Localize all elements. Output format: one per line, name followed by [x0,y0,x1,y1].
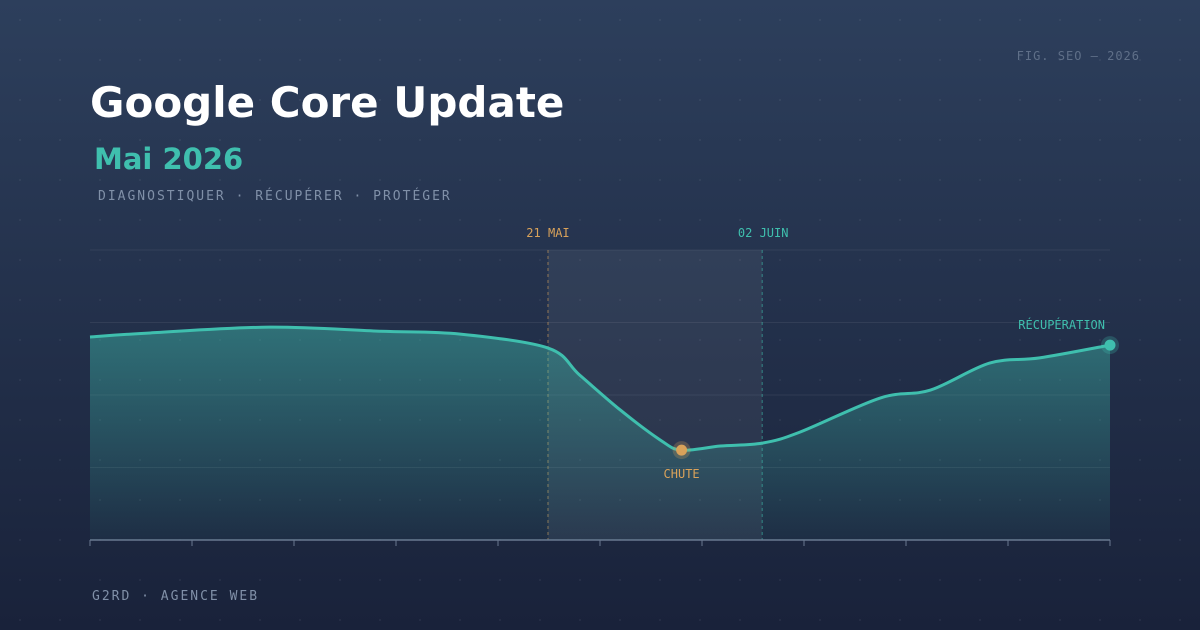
figure-label: FIG. SEO — 2026 [1017,49,1140,63]
footer: G2RD · AGENCE WEB [92,589,259,604]
annotation-label: RÉCUPÉRATION [1018,317,1105,332]
tagline: DIAGNOSTIQUER · RÉCUPÉRER · PROTÉGER [98,188,452,204]
annotation-point [676,444,688,456]
highlight-start-label: 21 MAI [526,226,569,240]
annotation-point [1104,339,1116,351]
chart-title: Google Core Update [90,78,564,127]
area [90,327,1110,540]
annotation-label: CHUTE [664,467,700,481]
line [89,325,1111,452]
chart-subtitle: Mai 2026 [94,142,243,176]
highlight-end-label: 02 JUIN [738,226,789,240]
